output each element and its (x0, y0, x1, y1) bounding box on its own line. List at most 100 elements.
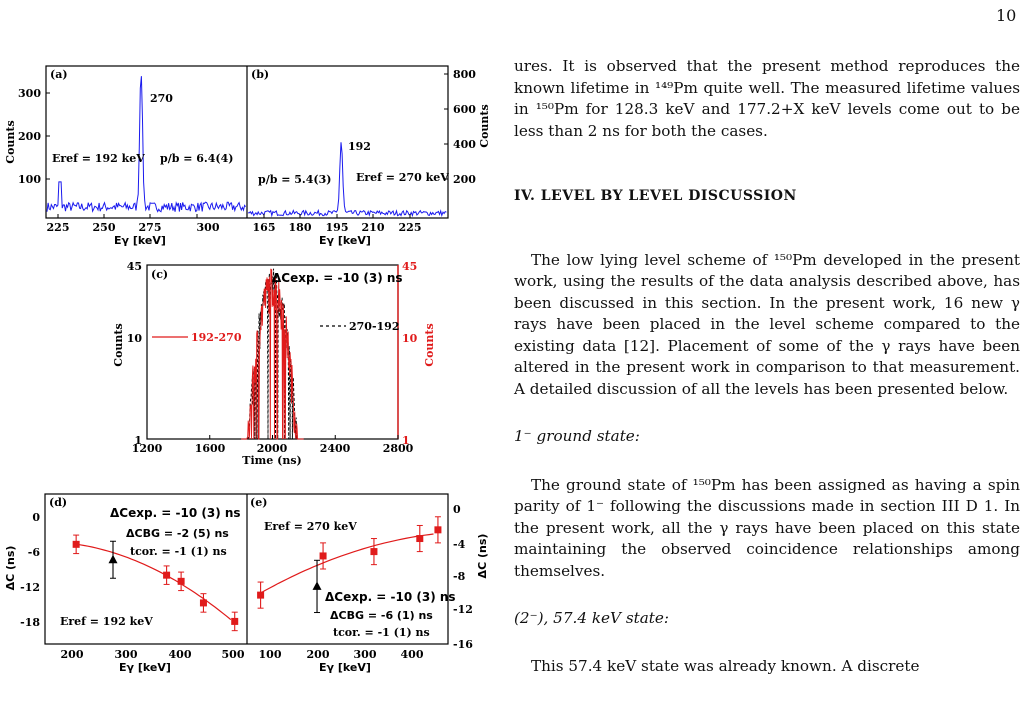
e-ylabel: ΔC (ns) (476, 534, 489, 579)
panel-e-xaxis: 100 200 300 400 Eγ [keV] (259, 648, 424, 674)
panel-e-label: (e) (250, 496, 267, 509)
e-ann-exp: ΔCexp. = -10 (3) ns (325, 590, 456, 604)
time-trace-black (241, 268, 304, 440)
panel-b-annotations: 192 p/b = 5.4(3) Eref = 270 keV (258, 140, 449, 186)
a-xtick-250: 250 (93, 221, 116, 234)
c-ytick-45: 45 (127, 260, 142, 273)
panel-c-traces (146, 268, 399, 440)
panel-c-yaxis-right: 1 10 45 Counts (402, 260, 436, 447)
data-point (231, 617, 239, 625)
e-xtick-300: 300 (354, 648, 377, 661)
b-xtick-165: 165 (253, 221, 276, 234)
b-ytick-200: 200 (453, 173, 476, 186)
a-ytick-100: 100 (18, 173, 41, 186)
d-xtick-500: 500 (222, 648, 245, 661)
panel-c-legend: 192-270 270-192 ΔCexp. = -10 (3) ns (152, 271, 403, 344)
a-ytick-300: 300 (18, 87, 41, 100)
panel-a-label: (a) (50, 68, 68, 81)
panel-e-annotations: Eref = 270 keV ΔCexp. = -10 (3) ns ΔCBG … (264, 520, 456, 639)
e-xtick-400: 400 (401, 648, 424, 661)
a-xlabel: Eγ [keV] (114, 234, 166, 247)
time-trace-red (241, 268, 304, 440)
panel-de-marks (72, 516, 442, 632)
c-ytick-1: 1 (134, 434, 142, 447)
b-pb-label: p/b = 5.4(3) (258, 173, 331, 186)
d-ytick-18: -18 (20, 616, 40, 629)
e-ytick-4: -4 (453, 538, 466, 551)
d-ytick-6: -6 (28, 546, 41, 559)
c-xtick-1600: 1600 (195, 442, 226, 455)
paragraph-4: This 57.4 keV state was already known. A… (531, 656, 920, 675)
e-xtick-200: 200 (307, 648, 330, 661)
panel-b-label: (b) (251, 68, 269, 81)
panel-a-annotations: 270 Eref = 192 keV p/b = 6.4(4) (52, 92, 233, 165)
paragraph-1: ures. It is observed that the present me… (514, 57, 1020, 140)
spectrum-b (247, 142, 447, 218)
panel-e-yaxis: 0 -4 -8 -12 -16 ΔC (ns) (453, 503, 489, 651)
c-legend-red: 192-270 (191, 331, 242, 344)
c-ytick-right-1: 1 (402, 434, 410, 447)
c-ylabel-right: Counts (423, 323, 436, 366)
d-xlabel: Eγ [keV] (119, 661, 171, 674)
a-ytick-200: 200 (18, 130, 41, 143)
d-xtick-300: 300 (115, 648, 138, 661)
a-xtick-275: 275 (139, 221, 162, 234)
e-xtick-100: 100 (259, 648, 282, 661)
section-heading: IV. LEVEL BY LEVEL DISCUSSION (514, 188, 797, 204)
e-ann-tcor: tcor. = -1 (1) ns (333, 626, 430, 639)
b-xtick-195: 195 (326, 221, 349, 234)
panel-a-xaxis: 225 250 275 300 Eγ [keV] (47, 214, 220, 247)
a-ylabel: Counts (4, 120, 17, 163)
d-ann-bg: ΔCBG = -2 (5) ns (126, 527, 229, 540)
a-eref-label: Eref = 192 keV (52, 152, 145, 165)
b-ylabel: Counts (478, 104, 491, 147)
panel-ab: (a) (b) 100 200 300 Counts 225 250 275 3… (4, 65, 491, 247)
page-number: 10 (996, 6, 1017, 25)
data-point (370, 548, 378, 556)
e-ann-bg: ΔCBG = -6 (1) ns (330, 609, 433, 622)
e-ytick-8: -8 (453, 570, 466, 583)
a-xtick-300: 300 (197, 221, 220, 234)
a-pb-label: p/b = 6.4(4) (160, 152, 233, 165)
b-peak-label: 192 (348, 140, 371, 153)
a-peak-label: 270 (150, 92, 173, 105)
panel-c: (c) 1 10 45 Counts 1 10 45 Counts 1200 1… (112, 260, 436, 467)
data-point-triangle (312, 581, 322, 590)
e-ann-eref: Eref = 270 keV (264, 520, 357, 533)
e-ytick-0: 0 (453, 503, 461, 516)
subheading-ground-state: 1⁻ ground state: (514, 427, 640, 445)
data-point (177, 577, 185, 585)
b-ytick-600: 600 (453, 103, 476, 116)
panel-d-label: (d) (49, 496, 67, 509)
panel-d-xaxis: 200 300 400 500 Eγ [keV] (61, 648, 245, 674)
b-xtick-180: 180 (289, 221, 312, 234)
c-ylabel: Counts (112, 323, 125, 366)
c-legend-black: 270-192 (349, 320, 400, 333)
paragraph-3: The ground state of ¹⁵⁰Pm has been assig… (514, 475, 1020, 580)
data-point (319, 552, 327, 560)
subheading-57kev-state: (2⁻), 57.4 keV state: (514, 609, 669, 627)
b-xtick-210: 210 (362, 221, 385, 234)
b-xlabel: Eγ [keV] (319, 234, 371, 247)
c-ytick-right-10: 10 (402, 332, 418, 345)
paragraph-2: The low lying level scheme of ¹⁵⁰Pm deve… (514, 250, 1020, 398)
d-ylabel: ΔC (ns) (4, 546, 17, 591)
panel-d-annotations: ΔCexp. = -10 (3) ns ΔCBG = -2 (5) ns tco… (60, 506, 241, 628)
figure: (a) (b) 100 200 300 Counts 225 250 275 3… (4, 65, 491, 674)
d-ytick-12: -12 (20, 581, 40, 594)
data-point (416, 535, 424, 543)
b-eref-label: Eref = 270 keV (356, 171, 449, 184)
panel-c-yaxis-left: 1 10 45 Counts (112, 260, 142, 447)
e-ytick-12: -12 (453, 603, 473, 616)
panel-b-xaxis: 165 180 195 210 225 Eγ [keV] (253, 214, 421, 247)
panel-d-yaxis: 0 -6 -12 -18 ΔC (ns) (4, 511, 40, 629)
c-xtick-2800: 2800 (383, 442, 414, 455)
c-xtick-1200: 1200 (132, 442, 163, 455)
d-ytick-0: 0 (32, 511, 40, 524)
c-xtick-2000: 2000 (257, 442, 288, 455)
e-ytick-16: -16 (453, 638, 473, 651)
spectrum-a (46, 76, 246, 213)
d-ann-tcor: tcor. = -1 (1) ns (130, 545, 227, 558)
a-xtick-225: 225 (47, 221, 70, 234)
c-annotation: ΔCexp. = -10 (3) ns (272, 271, 403, 285)
